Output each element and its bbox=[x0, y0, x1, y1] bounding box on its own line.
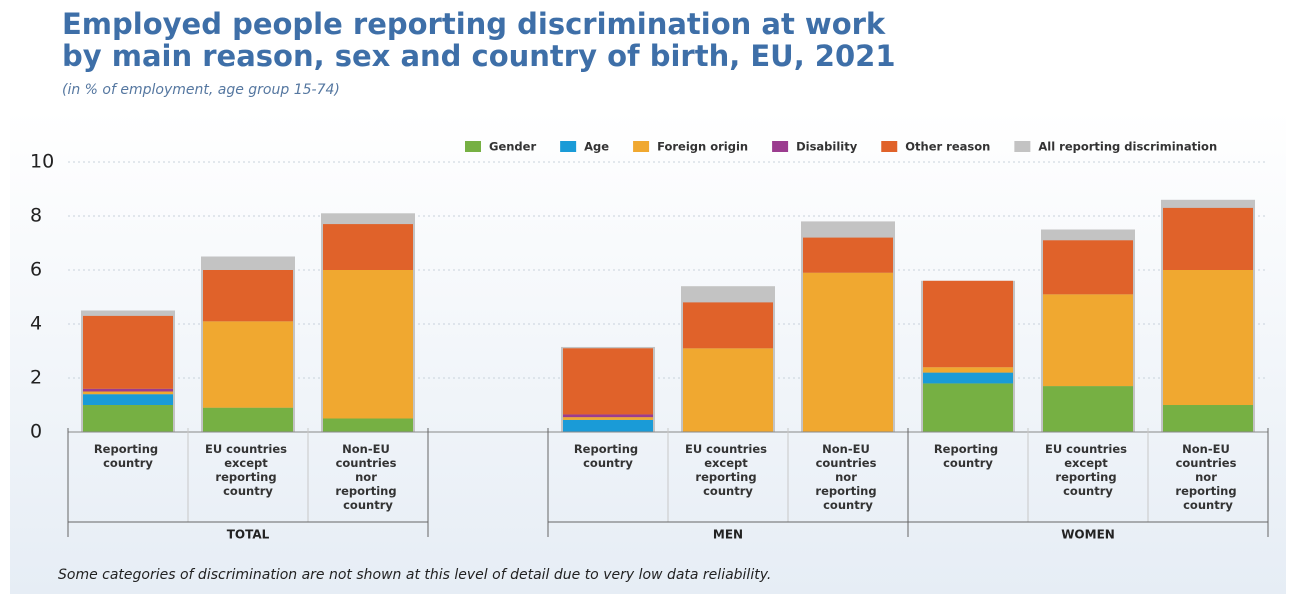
y-tick-label: 2 bbox=[30, 367, 42, 389]
subtitle: (in % of employment, age group 15-74) bbox=[62, 82, 340, 98]
bar-segment bbox=[1163, 405, 1253, 432]
bar-segment bbox=[203, 270, 293, 322]
bar-segment bbox=[923, 383, 1013, 432]
bar-segment bbox=[803, 272, 893, 432]
bar-segment bbox=[563, 348, 653, 415]
x-tick-label: EU countries except reporting country bbox=[685, 442, 771, 498]
x-tick-label: EU countries except reporting country bbox=[205, 442, 291, 498]
legend-label: Gender bbox=[489, 140, 536, 154]
bar-segment bbox=[323, 224, 413, 270]
bar-segment bbox=[83, 388, 173, 392]
legend-swatch bbox=[1014, 141, 1031, 152]
bar-segment bbox=[563, 419, 653, 432]
x-tick-label: Reporting country bbox=[574, 442, 642, 470]
y-tick-label: 10 bbox=[30, 151, 54, 173]
y-tick-label: 8 bbox=[30, 205, 42, 227]
y-tick-label: 4 bbox=[30, 313, 42, 335]
note: Some categories of discrimination are no… bbox=[58, 567, 771, 583]
legend-label: Disability bbox=[796, 140, 858, 154]
bar-segment bbox=[1163, 270, 1253, 405]
legend-swatch bbox=[465, 141, 481, 152]
bar-segment bbox=[83, 315, 173, 389]
legend-swatch bbox=[881, 141, 898, 152]
bar-segment bbox=[683, 348, 773, 432]
legend-label: All reporting discrimination bbox=[1038, 140, 1217, 154]
bar-segment bbox=[923, 280, 1013, 368]
bar-segment bbox=[1043, 386, 1133, 432]
legend-label: Other reason bbox=[905, 140, 990, 154]
bar-segment bbox=[923, 372, 1013, 384]
bar-segment bbox=[563, 414, 653, 418]
legend-swatch bbox=[633, 141, 650, 152]
chart-title: Employed people reporting discrimination… bbox=[62, 7, 886, 41]
bar-segment bbox=[1163, 207, 1253, 270]
bar-segment bbox=[563, 417, 653, 420]
bar-segment bbox=[1043, 240, 1133, 295]
legend-swatch bbox=[772, 141, 789, 152]
bar-segment bbox=[323, 270, 413, 419]
bar-segment bbox=[803, 237, 893, 273]
bar-segment bbox=[83, 405, 173, 432]
legend-label: Age bbox=[584, 140, 609, 154]
legend-swatch bbox=[560, 141, 577, 152]
group-label: MEN bbox=[713, 528, 743, 542]
legend-label: Foreign origin bbox=[657, 140, 748, 154]
x-tick-label: Non-EU countries nor reporting country bbox=[335, 442, 400, 512]
y-tick-label: 6 bbox=[30, 259, 42, 281]
y-tick-label: 0 bbox=[30, 421, 42, 443]
x-tick-label: Reporting country bbox=[94, 442, 162, 470]
x-tick-label: Non-EU countries nor reporting country bbox=[815, 442, 880, 512]
bar-segment bbox=[323, 418, 413, 432]
bar-segment bbox=[923, 367, 1013, 373]
bar-segment bbox=[1043, 294, 1133, 387]
bar-segment bbox=[83, 391, 173, 395]
chart-title: by main reason, sex and country of birth… bbox=[62, 39, 896, 73]
bar-segment bbox=[203, 407, 293, 432]
bar-segment bbox=[203, 321, 293, 408]
x-tick-label: EU countries except reporting country bbox=[1045, 442, 1131, 498]
bar-segment bbox=[83, 394, 173, 405]
x-tick-label: Reporting country bbox=[934, 442, 1002, 470]
group-label: TOTAL bbox=[227, 528, 270, 542]
group-label: WOMEN bbox=[1061, 528, 1115, 542]
x-tick-label: Non-EU countries nor reporting country bbox=[1175, 442, 1240, 512]
bar-segment bbox=[683, 302, 773, 349]
